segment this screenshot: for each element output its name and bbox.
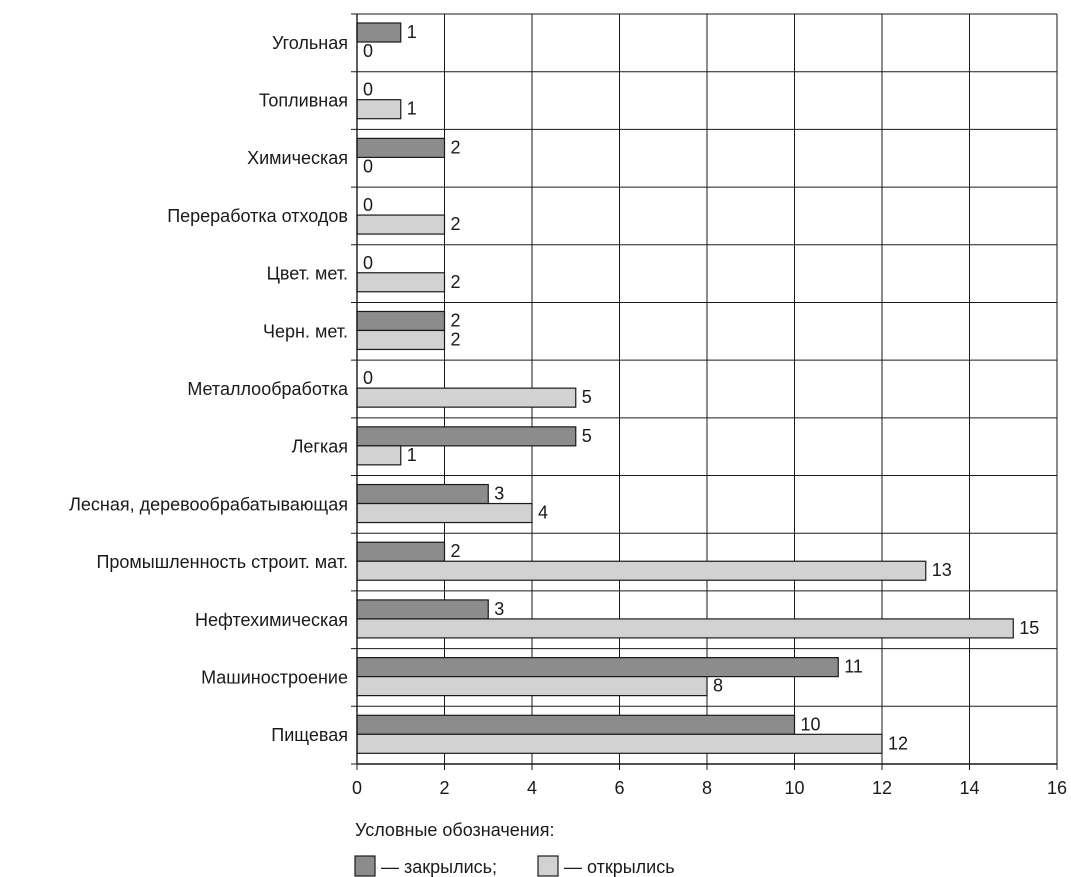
category-label: Топливная	[259, 91, 348, 111]
value-label: 2	[451, 310, 461, 330]
bar-opened	[356, 733, 883, 754]
value-label: 1	[407, 22, 417, 42]
bar-closed	[356, 483, 489, 505]
category-label: Металлообработка	[187, 379, 349, 399]
bar-opened	[356, 329, 446, 351]
value-label: 2	[451, 541, 461, 561]
value-label: 2	[451, 272, 461, 292]
legend-label-closed: — закрылись;	[381, 857, 497, 877]
category-label: Химическая	[247, 148, 348, 168]
value-label: 2	[451, 137, 461, 157]
x-tick-label: 0	[352, 778, 362, 798]
value-label: 10	[801, 714, 821, 734]
bar-closed	[356, 137, 446, 158]
x-tick-label: 8	[702, 778, 712, 798]
bar-opened	[356, 387, 577, 408]
bar-closed	[356, 310, 446, 332]
x-tick-label: 16	[1047, 778, 1067, 798]
x-tick-label: 14	[959, 778, 979, 798]
x-tick-label: 10	[784, 778, 804, 798]
value-label: 2	[451, 214, 461, 234]
bar-closed	[356, 541, 446, 562]
value-label: 1	[407, 99, 417, 119]
bar-opened	[356, 618, 1014, 639]
bar-opened	[356, 445, 402, 466]
bar-closed	[356, 426, 577, 447]
category-label: Пищевая	[271, 725, 348, 745]
value-label: 3	[494, 484, 504, 504]
bar-opened	[356, 214, 446, 235]
value-label: 2	[451, 329, 461, 349]
category-label: Угольная	[272, 33, 348, 53]
bar-closed	[356, 22, 402, 43]
value-label: 1	[407, 445, 417, 465]
bar-closed	[356, 599, 489, 620]
value-label: 0	[363, 41, 373, 61]
bar-opened	[356, 676, 708, 697]
category-label: Машиностроение	[201, 667, 348, 687]
x-tick-label: 2	[439, 778, 449, 798]
value-label: 13	[932, 560, 952, 580]
value-label: 0	[363, 156, 373, 176]
value-label: 11	[844, 657, 863, 677]
value-label: 8	[713, 676, 723, 696]
bar-opened	[356, 272, 446, 293]
legend-title: Условные обозначения:	[355, 820, 554, 840]
category-label: Черн. мет.	[263, 321, 348, 341]
value-label: 3	[494, 599, 504, 619]
category-label: Переработка отходов	[167, 206, 348, 226]
value-label: 4	[538, 503, 548, 523]
grid-lines	[351, 13, 1058, 770]
bars	[356, 22, 1014, 754]
category-label: Нефтехимическая	[195, 610, 348, 630]
value-label: 12	[888, 733, 908, 753]
value-label: 0	[363, 80, 373, 100]
value-label: 0	[363, 368, 373, 388]
x-tick-label: 6	[614, 778, 624, 798]
bar-closed	[356, 714, 796, 735]
value-label: 5	[582, 426, 592, 446]
category-label: Лесная, деревообрабатывающая	[69, 494, 348, 514]
category-label: Цвет. мет.	[267, 264, 348, 284]
legend-label-opened: — открылись	[564, 857, 675, 877]
bar-closed	[356, 657, 839, 678]
x-axis: 0 2 4 6 8 10 12 14 16	[352, 14, 1067, 798]
value-label: 0	[363, 253, 373, 273]
legend-swatch-opened	[537, 855, 559, 877]
category-label: Промышленность строит. мат.	[96, 552, 348, 572]
bar-opened	[356, 99, 402, 120]
legend-swatch-closed	[354, 855, 376, 877]
value-label: 0	[363, 195, 373, 215]
value-label: 5	[582, 387, 592, 407]
x-tick-label: 12	[872, 778, 892, 798]
x-tick-label: 4	[527, 778, 537, 798]
value-label: 15	[1019, 618, 1039, 638]
category-label: Легкая	[292, 437, 348, 457]
legend: Условные обозначения: — закрылись; — отк…	[354, 820, 675, 877]
bar-opened	[356, 502, 533, 524]
bar-opened	[356, 560, 927, 581]
category-labels: Угольная Топливная Химическая Переработка о…	[69, 33, 349, 745]
